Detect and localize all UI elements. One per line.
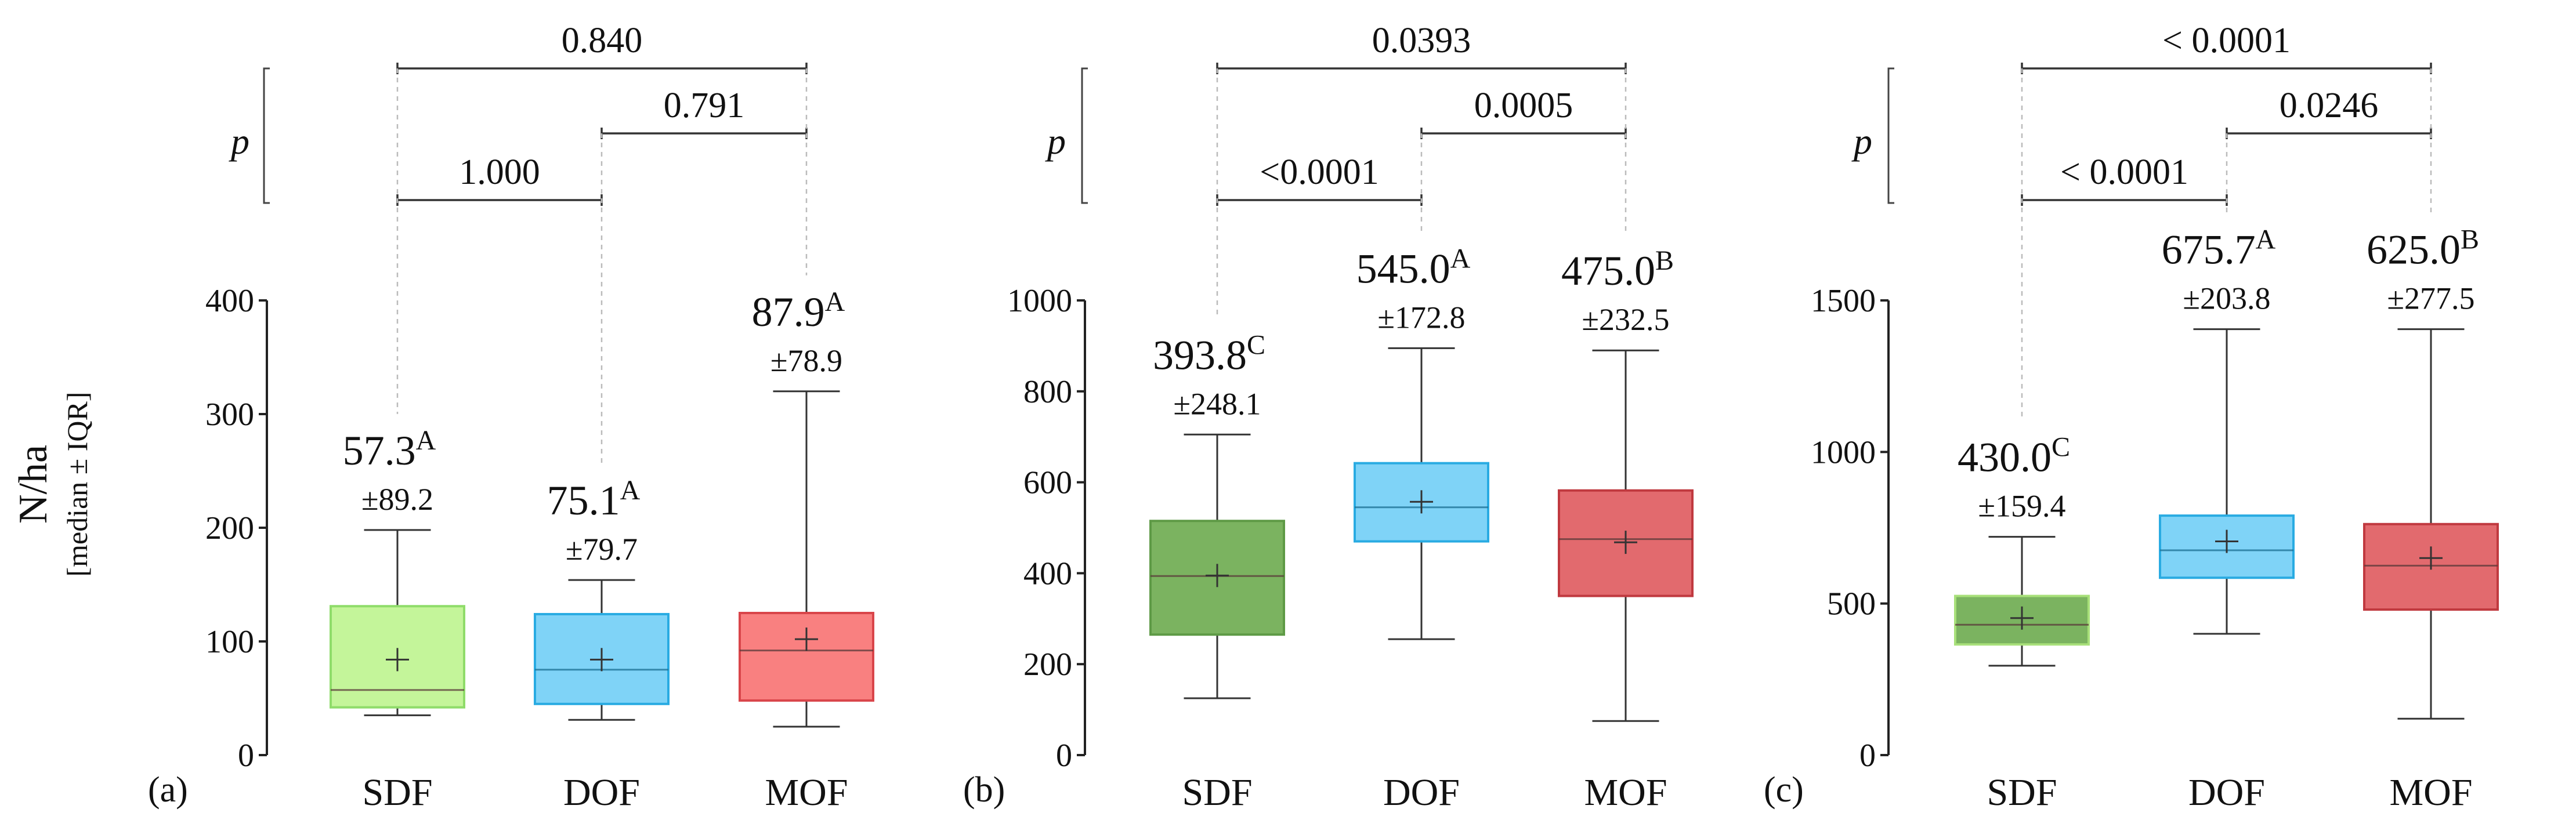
x-tick-label: MOF	[2389, 771, 2472, 814]
y-axis-subtitle: [median ± IQR]	[61, 391, 93, 576]
comparison-p-value: < 0.0001	[2162, 21, 2291, 60]
chart-panel-3: 0 500 1000 1500 (c) p < 0.0001 0.0246 < 0.0001 43…	[1764, 21, 2499, 814]
y-tick-label: 100	[205, 624, 254, 660]
x-tick-label: MOF	[1584, 771, 1667, 814]
p-value-label: p	[1851, 121, 1872, 162]
iqr-value-label: ±89.2	[361, 482, 433, 517]
comparison-p-value: 0.0393	[1372, 21, 1471, 60]
iqr-value-label: ±248.1	[1173, 386, 1261, 421]
x-tick-label: DOF	[563, 771, 640, 814]
comparison-p-value: 0.0246	[2280, 86, 2379, 125]
chart-panel-1: 0 100 200 300 400 (a) p 0.840 0.791 1.000 57.3A ±89…	[148, 21, 874, 814]
comparison-p-value: < 0.0001	[2060, 153, 2188, 192]
y-tick-label: 400	[1023, 556, 1072, 592]
median-value-label: 625.0B	[2367, 224, 2479, 273]
comparison-p-value: 0.840	[562, 21, 643, 60]
y-tick-label: 200	[205, 510, 254, 546]
iqr-value-label: ±159.4	[1978, 489, 2065, 524]
y-tick-label: 400	[205, 283, 254, 319]
p-bracket	[263, 67, 270, 204]
y-tick-label: 0	[1056, 738, 1072, 774]
comparison-p-value: 0.0005	[1474, 86, 1573, 125]
comparison-p-value: 0.791	[664, 86, 745, 125]
panel-label: (a)	[148, 770, 188, 810]
y-axis-title: N/ha	[11, 445, 56, 524]
y-tick-label: 600	[1023, 465, 1072, 501]
median-value-label: 87.9A	[752, 286, 845, 335]
x-tick-label: SDF	[1182, 771, 1252, 814]
p-value-label: p	[1045, 121, 1066, 162]
median-value-label: 75.1A	[547, 475, 641, 524]
iqr-value-label: ±79.7	[566, 532, 638, 567]
median-value-label: 430.0C	[1958, 432, 2070, 481]
y-tick-label: 200	[1023, 647, 1072, 683]
y-tick-label: 0	[1859, 738, 1876, 774]
y-tick-label: 1000	[1007, 283, 1072, 319]
x-tick-label: MOF	[765, 771, 848, 814]
iqr-value-label: ±78.9	[770, 343, 842, 378]
box-mof	[739, 612, 874, 702]
iqr-value-label: ±203.8	[2183, 281, 2270, 316]
p-bracket	[1887, 67, 1894, 204]
comparison-p-value: 1.000	[459, 153, 540, 192]
median-value-label: 545.0A	[1356, 243, 1471, 292]
iqr-value-label: ±277.5	[2387, 281, 2474, 316]
p-bracket	[1081, 67, 1088, 204]
y-tick-label: 300	[205, 397, 254, 433]
iqr-value-label: ±172.8	[1377, 300, 1465, 335]
median-value-label: 475.0B	[1561, 245, 1674, 294]
median-value-label: 675.7A	[2162, 224, 2276, 273]
y-tick-label: 800	[1023, 374, 1072, 410]
x-tick-label: SDF	[1987, 771, 2057, 814]
y-tick-label: 500	[1827, 586, 1876, 622]
y-tick-label: 1000	[1811, 434, 1876, 470]
x-tick-label: DOF	[2188, 771, 2265, 814]
p-value-label: p	[229, 121, 249, 162]
panel-label: (b)	[963, 770, 1005, 810]
panel-label: (c)	[1764, 770, 1804, 810]
comparison-p-value: <0.0001	[1260, 153, 1379, 192]
median-value-label: 393.8C	[1153, 329, 1265, 378]
y-tick-label: 1500	[1811, 283, 1876, 319]
iqr-value-label: ±232.5	[1582, 302, 1669, 337]
x-tick-label: SDF	[362, 771, 432, 814]
x-tick-label: DOF	[1383, 771, 1460, 814]
y-tick-label: 0	[238, 738, 254, 774]
median-value-label: 57.3A	[343, 425, 436, 474]
